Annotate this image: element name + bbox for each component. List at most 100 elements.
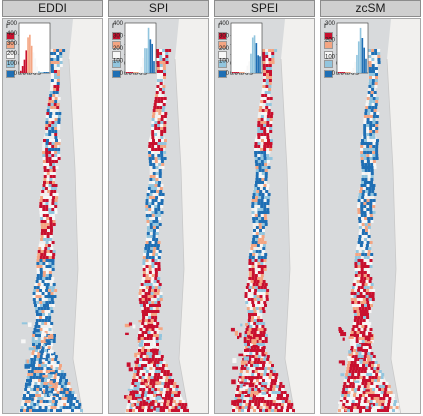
map[interactable]: r -0.9 to -0.5 -0.5 to -0.2 -0.2 to 0.3 … [2, 18, 103, 414]
grid-cell [247, 346, 251, 349]
grid-cell [156, 394, 159, 397]
grid-cell [154, 301, 158, 304]
grid-cell [154, 388, 158, 391]
grid-cell [364, 223, 368, 226]
grid-cell [152, 220, 156, 223]
grid-cell [369, 145, 373, 148]
grid-cell [63, 403, 67, 406]
grid-cell [154, 289, 158, 292]
map[interactable]: r -0.9 to -0.5 -0.5 to -0.2 -0.2 to 0.3 … [108, 18, 209, 414]
grid-cell [143, 352, 147, 355]
grid-cell [361, 217, 365, 220]
grid-cell [250, 310, 254, 313]
grid-cell [275, 403, 279, 406]
grid-cell [259, 319, 263, 322]
grid-cell [43, 223, 47, 226]
grid-cell [374, 361, 378, 364]
grid-cell [162, 67, 166, 70]
grid-cell [355, 397, 359, 400]
map[interactable]: r -0.9 to -0.5 -0.5 to -0.2 -0.2 to 0.3 … [214, 18, 315, 414]
grid-cell [32, 295, 36, 298]
grid-cell [350, 379, 353, 382]
grid-cell [65, 409, 68, 412]
grid-cell [43, 220, 47, 223]
island-cell [348, 351, 354, 356]
grid-cell [145, 355, 149, 358]
grid-cell [136, 373, 140, 376]
grid-cell [145, 262, 149, 265]
grid-cell [369, 256, 373, 259]
grid-cell [159, 64, 163, 67]
grid-cell [148, 328, 152, 331]
grid-cell [264, 382, 268, 385]
grid-cell [48, 328, 52, 331]
grid-cell [149, 337, 153, 340]
grid-cell [369, 205, 373, 208]
island-cell [147, 323, 154, 329]
grid-cell [40, 367, 44, 370]
grid-cell [260, 184, 264, 187]
grid-cell [396, 403, 400, 406]
grid-cell [260, 358, 264, 361]
grid-cell [132, 376, 136, 379]
grid-cell [263, 403, 267, 406]
grid-cell [47, 364, 50, 367]
grid-cell [354, 355, 358, 358]
grid-cell [40, 304, 43, 307]
grid-cell [355, 352, 359, 355]
grid-cell [258, 382, 262, 385]
grid-cell [57, 115, 61, 118]
histogram-bar [341, 72, 344, 73]
grid-cell [372, 76, 375, 79]
grid-cell [154, 157, 158, 160]
grid-cell [270, 382, 274, 385]
grid-cell [284, 400, 288, 403]
grid-cell [354, 316, 358, 319]
map[interactable]: r -0.9 to -0.5 -0.5 to -0.2 -0.2 to 0.3 … [320, 18, 421, 414]
grid-cell [260, 241, 264, 244]
grid-cell [259, 295, 263, 298]
grid-cell [235, 394, 238, 397]
grid-cell [262, 61, 266, 64]
grid-cell [53, 106, 57, 109]
grid-cell [368, 79, 372, 82]
grid-cell [151, 148, 155, 151]
grid-cell [380, 379, 383, 382]
grid-cell [48, 115, 52, 118]
grid-cell [43, 253, 47, 256]
grid-cell [148, 355, 152, 358]
grid-cell [259, 292, 263, 295]
grid-cell [158, 367, 162, 370]
grid-cell [365, 298, 369, 301]
grid-cell [256, 376, 260, 379]
grid-cell [61, 382, 65, 385]
grid-cell [23, 409, 26, 412]
grid-cell [54, 136, 58, 139]
island-cell [132, 324, 136, 329]
grid-cell [146, 232, 150, 235]
grid-cell [372, 388, 376, 391]
island-cell [261, 346, 264, 351]
island-cell [365, 332, 369, 336]
grid-cell [32, 361, 36, 364]
grid-cell [160, 73, 163, 76]
grid-cell [140, 340, 144, 343]
grid-cell [179, 397, 183, 400]
grid-cell [244, 295, 248, 298]
grid-cell [47, 394, 50, 397]
grid-cell [50, 280, 54, 283]
grid-cell [44, 247, 48, 250]
grid-cell [47, 409, 50, 412]
grid-cell [377, 394, 380, 397]
grid-cell [247, 310, 251, 313]
grid-cell [145, 277, 149, 280]
grid-cell [65, 406, 69, 409]
grid-cell [257, 259, 261, 262]
grid-cell [136, 358, 140, 361]
grid-cell [356, 331, 360, 334]
grid-cell [365, 343, 368, 346]
grid-cell [262, 322, 266, 325]
grid-cell [235, 391, 239, 394]
grid-cell [154, 130, 158, 133]
